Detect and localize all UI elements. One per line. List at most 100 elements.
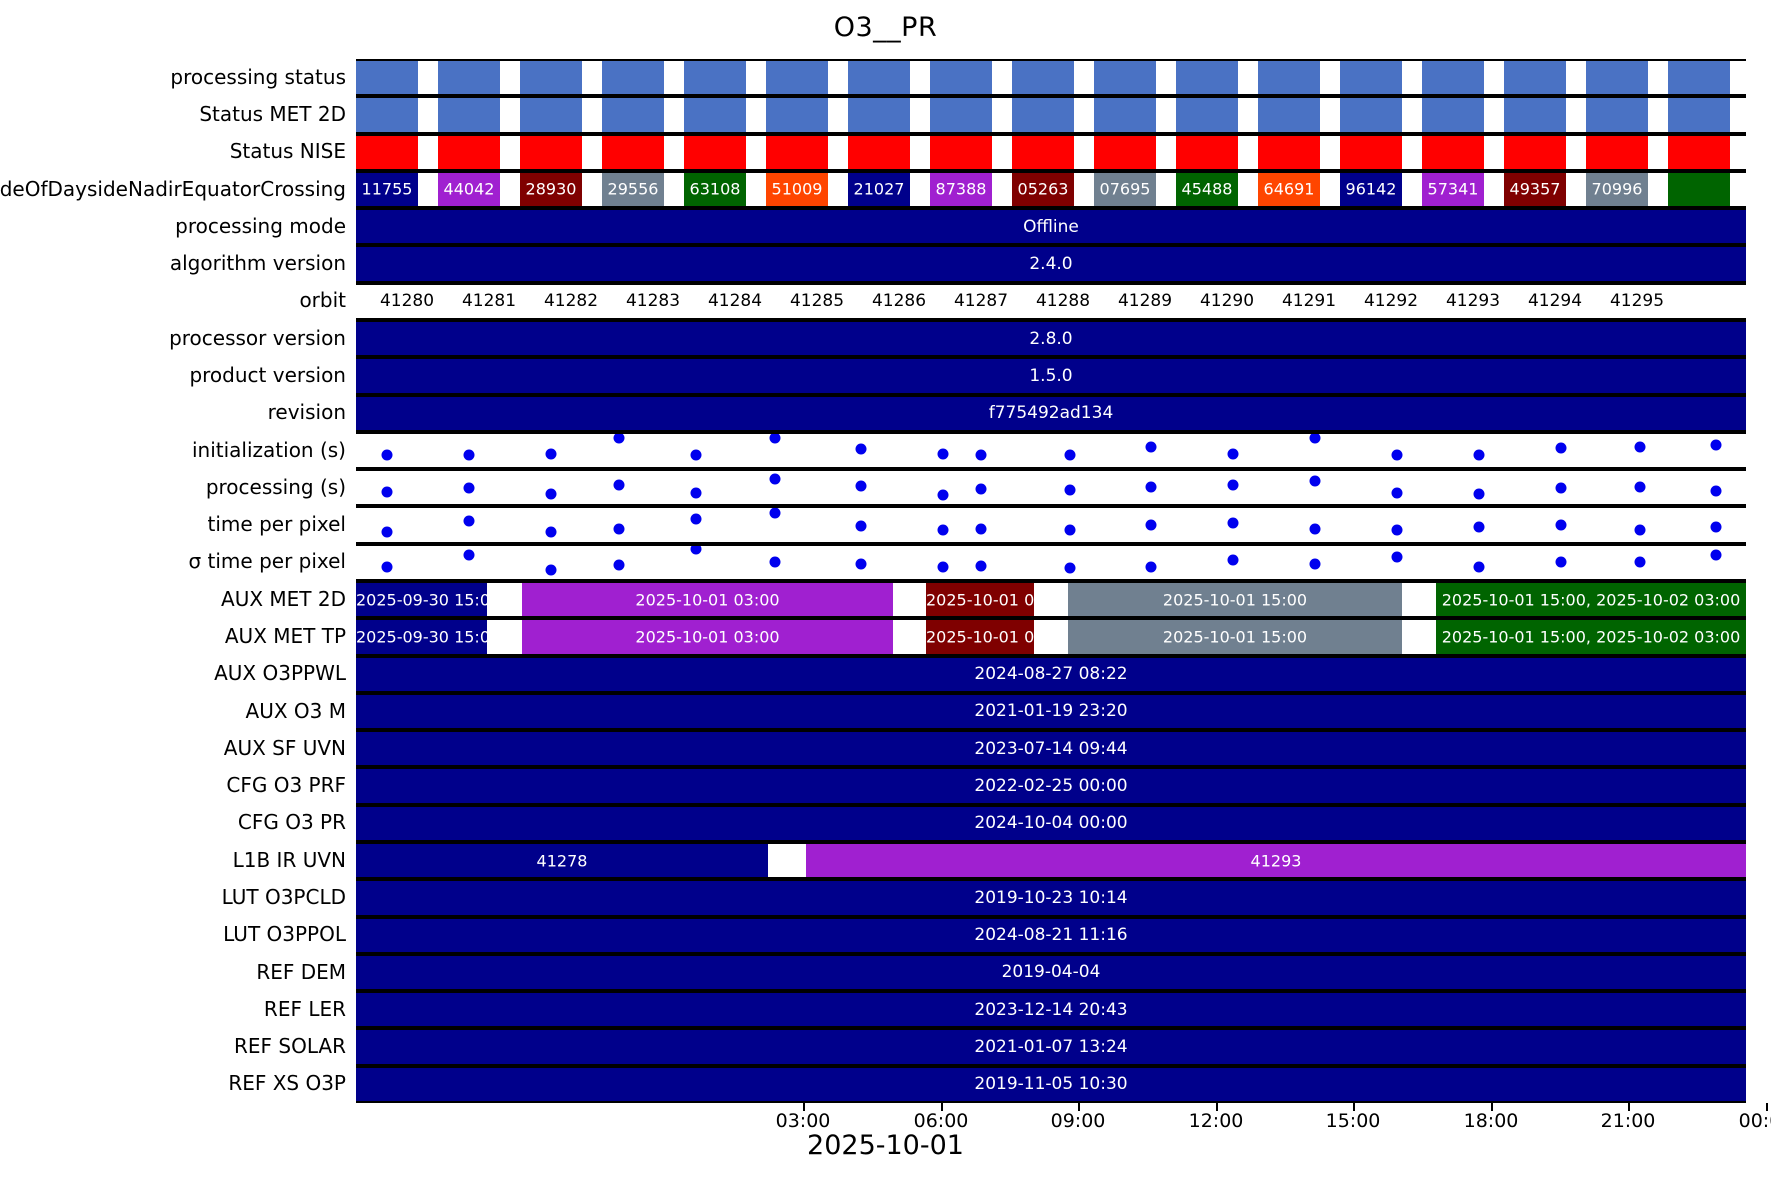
timeline-segment[interactable]: 2025-10-01 15:00 — [1068, 620, 1402, 654]
timeline-segment[interactable] — [418, 98, 438, 132]
timeline-segment[interactable]: 45488 — [1176, 172, 1238, 207]
timeline-segment[interactable] — [1668, 61, 1730, 95]
timeline-segment[interactable] — [1586, 98, 1648, 132]
timeline-segment[interactable] — [1176, 98, 1238, 132]
timeline-segment[interactable] — [768, 844, 806, 878]
timeline-segment[interactable] — [1402, 135, 1422, 169]
timeline-segment[interactable]: 28930 — [520, 172, 582, 207]
timeline-segment[interactable] — [828, 98, 848, 132]
timeline-segment[interactable] — [664, 135, 684, 169]
timeline-segment[interactable] — [1730, 98, 1746, 132]
timeline-segment[interactable] — [893, 620, 926, 654]
timeline-row-ref-dem[interactable]: 2019-04-04 — [356, 953, 1746, 992]
timeline-segment[interactable] — [1402, 620, 1436, 654]
timeline-segment[interactable] — [1422, 135, 1484, 169]
timeline-segment[interactable] — [1566, 98, 1586, 132]
timeline-segment[interactable] — [1176, 135, 1238, 169]
timeline-segment[interactable]: 29556 — [602, 172, 664, 207]
timeline-segment[interactable] — [1074, 135, 1094, 169]
timeline-row-ref-xs-o3p[interactable]: 2019-11-05 10:30 — [356, 1065, 1746, 1103]
timeline-segment[interactable]: 63108 — [684, 172, 746, 207]
timeline-segment[interactable] — [500, 61, 520, 95]
timeline-segment[interactable] — [1340, 135, 1402, 169]
timeline-segment[interactable] — [1340, 98, 1402, 132]
timeline-segment[interactable] — [1258, 61, 1320, 95]
timeline-segment[interactable] — [356, 98, 418, 132]
timeline-segment[interactable] — [1586, 61, 1648, 95]
timeline-segment[interactable]: 11755 — [356, 172, 418, 207]
timeline-row-l1b-ir-uvn[interactable]: 41278 41293 — [356, 842, 1746, 880]
timeline-row-lut-o3ppol[interactable]: 2024-08-21 11:16 — [356, 916, 1746, 954]
timeline-segment[interactable]: 96142 — [1340, 172, 1402, 207]
timeline-segment[interactable] — [1238, 135, 1258, 169]
timeline-segment[interactable] — [1566, 172, 1586, 207]
timeline-row-longitudeofdaysidenadirequatorcrossing[interactable]: 11755 44042 28930 29556 63108 51009 21027 87388… — [356, 170, 1746, 209]
timeline-segment[interactable] — [1402, 583, 1436, 617]
timeline-segment[interactable] — [1402, 172, 1422, 207]
timeline-row-revision[interactable]: f775492ad134 — [356, 394, 1746, 432]
timeline-segment[interactable] — [664, 61, 684, 95]
timeline-segment[interactable] — [766, 135, 828, 169]
timeline-segment[interactable] — [356, 61, 418, 95]
timeline-segment[interactable] — [1320, 172, 1340, 207]
timeline-segment[interactable] — [1422, 61, 1484, 95]
timeline-segment[interactable] — [500, 98, 520, 132]
timeline-segment[interactable] — [1648, 98, 1668, 132]
timeline-segment[interactable] — [1094, 98, 1156, 132]
timeline-segment[interactable] — [1668, 135, 1730, 169]
timeline-segment[interactable] — [910, 61, 930, 95]
timeline-segment[interactable]: 64691 — [1258, 172, 1320, 207]
timeline-segment[interactable] — [992, 61, 1012, 95]
timeline-segment[interactable] — [848, 98, 910, 132]
timeline-segment[interactable] — [1484, 61, 1504, 95]
timeline-segment[interactable] — [992, 135, 1012, 169]
timeline-segment[interactable]: 70996 — [1586, 172, 1648, 207]
timeline-segment[interactable] — [1422, 98, 1484, 132]
timeline-segment[interactable] — [893, 583, 926, 617]
timeline-segment[interactable] — [1402, 61, 1422, 95]
timeline-segment[interactable] — [766, 98, 828, 132]
timeline-segment[interactable] — [1484, 135, 1504, 169]
timeline-segment[interactable] — [1074, 98, 1094, 132]
timeline-segment[interactable] — [766, 61, 828, 95]
timeline-segment[interactable] — [1238, 172, 1258, 207]
timeline-segment[interactable] — [1258, 98, 1320, 132]
timeline-segment[interactable] — [828, 172, 848, 207]
timeline-segment[interactable] — [582, 172, 602, 207]
timeline-segment[interactable] — [910, 172, 930, 207]
timeline-segment[interactable]: 2025-10-01 03:00 — [522, 620, 893, 654]
timeline-segment[interactable] — [1034, 620, 1068, 654]
timeline-segment[interactable] — [1074, 172, 1094, 207]
timeline-row-processing-s[interactable] — [356, 469, 1746, 507]
timeline-segment[interactable]: 21027 — [848, 172, 910, 207]
timeline-row-aux-met-2d[interactable]: 2025-09-30 15:00, 2025-10-01 03:00 2025-1… — [356, 581, 1746, 619]
timeline-segment[interactable] — [684, 135, 746, 169]
timeline-row-orbit[interactable]: 41280 41281 41282 41283 41284 41285 41286 41287… — [356, 282, 1746, 320]
timeline-segment[interactable] — [520, 98, 582, 132]
timeline-segment[interactable] — [418, 172, 438, 207]
timeline-segment[interactable] — [930, 135, 992, 169]
timeline-segment[interactable] — [1340, 61, 1402, 95]
timeline-segment[interactable] — [1504, 98, 1566, 132]
timeline-segment[interactable]: 2025-10-01 03:00 — [522, 583, 893, 617]
timeline-segment[interactable] — [1238, 61, 1258, 95]
timeline-segment[interactable] — [1034, 583, 1068, 617]
timeline-segment[interactable] — [1012, 98, 1074, 132]
timeline-row-algorithm-version[interactable]: 2.4.0 — [356, 245, 1746, 283]
timeline-segment[interactable] — [684, 61, 746, 95]
timeline-segment[interactable] — [418, 61, 438, 95]
timeline-row-status-nise[interactable] — [356, 133, 1746, 171]
timeline-segment[interactable] — [746, 172, 766, 207]
timeline-segment[interactable] — [828, 135, 848, 169]
timeline-segment[interactable]: 2025-10-01 15:00, 2025-10-02 03:00 — [1436, 620, 1746, 654]
timeline-segment[interactable]: 44042 — [438, 172, 500, 207]
timeline-segment[interactable] — [930, 98, 992, 132]
timeline-segment[interactable] — [746, 61, 766, 95]
timeline-segment[interactable] — [848, 61, 910, 95]
timeline-segment[interactable] — [602, 61, 664, 95]
timeline-segment[interactable] — [1668, 172, 1730, 207]
timeline-segment[interactable] — [582, 98, 602, 132]
timeline-segment[interactable] — [500, 135, 520, 169]
timeline-segment[interactable]: 41278 — [356, 844, 768, 878]
timeline-segment[interactable] — [1156, 98, 1176, 132]
